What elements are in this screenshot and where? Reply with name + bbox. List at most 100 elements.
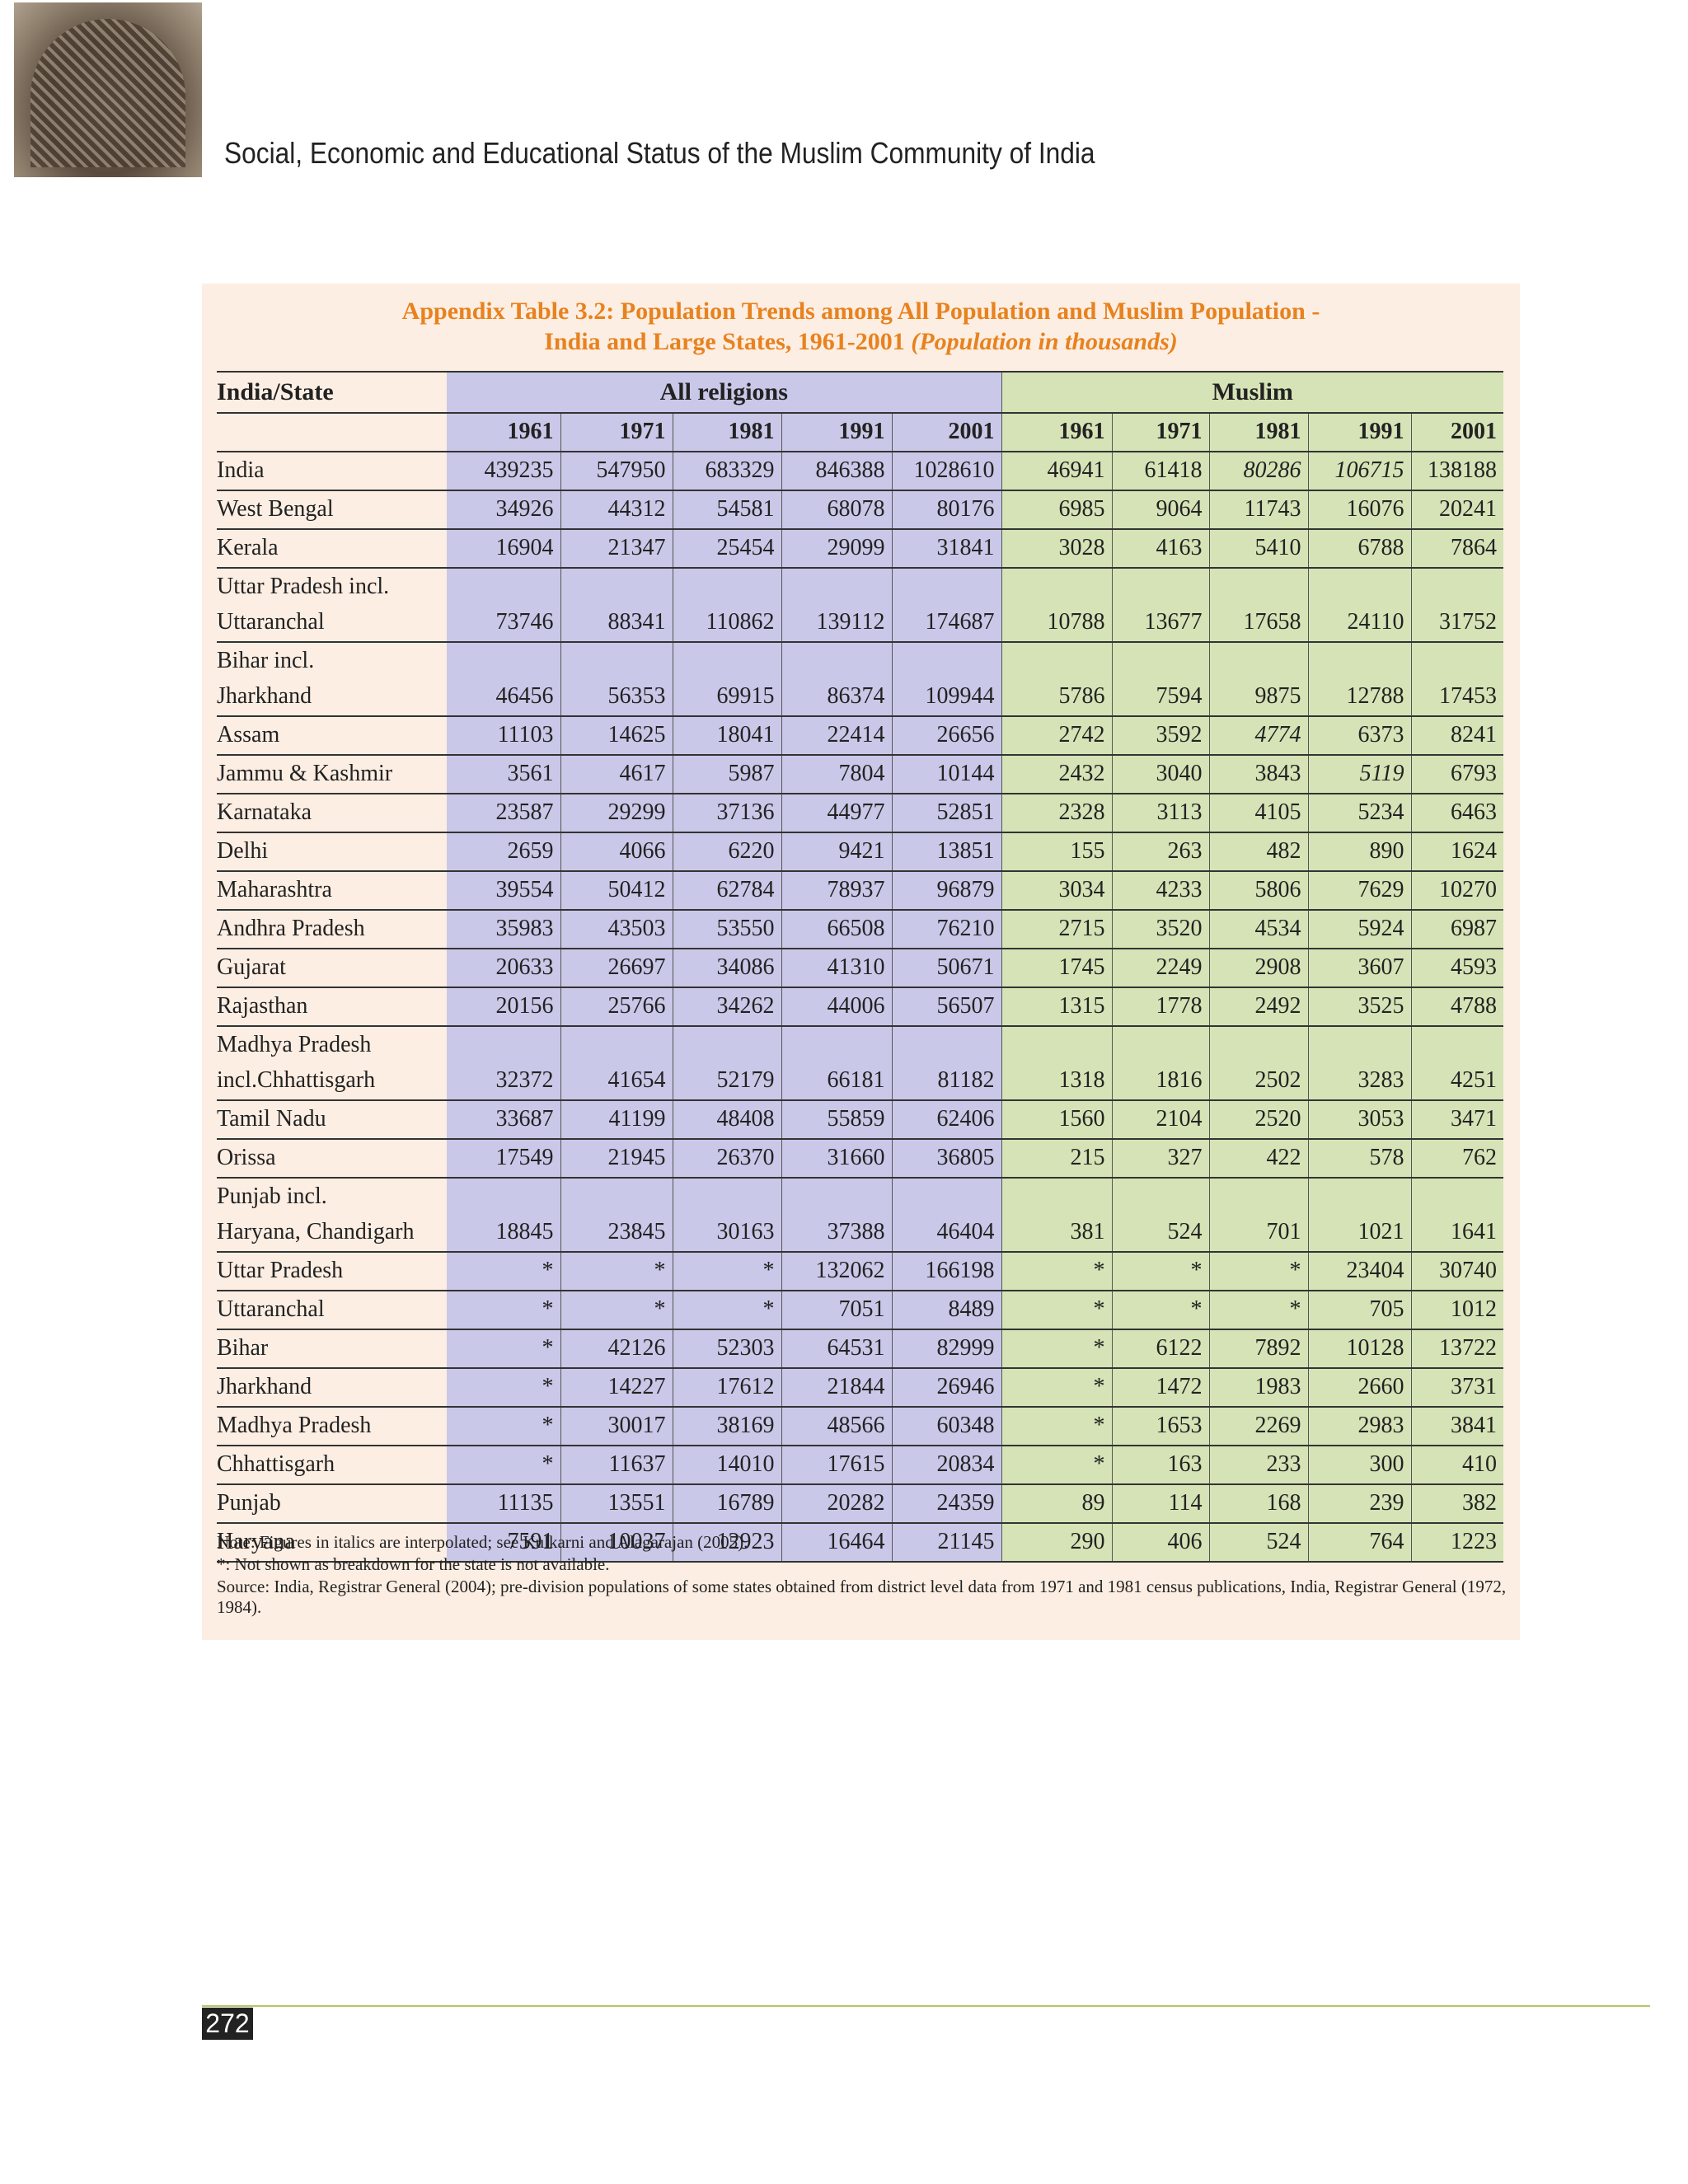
value-cell: 174687 — [892, 568, 1002, 643]
value-cell: 86374 — [781, 642, 893, 717]
data-row: Orissa 17549 21945 26370 31660 36805 215 327 422… — [217, 1139, 1503, 1179]
state-line: Uttar Pradesh incl. — [217, 574, 390, 599]
value-cell: 50671 — [892, 949, 1002, 988]
value-cell: 890 — [1308, 832, 1412, 872]
note: Source: India, Registrar General (2004);… — [217, 1577, 1507, 1617]
state-line: Karnataka — [217, 799, 312, 825]
value-cell: 846388 — [781, 452, 893, 491]
value-cell: 34926 — [447, 490, 561, 530]
state-line: Uttaranchal — [217, 1296, 325, 1322]
value-cell: 32372 — [447, 1026, 561, 1101]
value-cell: 64531 — [781, 1329, 893, 1369]
value-cell: 44977 — [781, 794, 893, 833]
value-cell: 6793 — [1411, 755, 1503, 794]
value-cell: 13551 — [560, 1484, 673, 1524]
value-cell: 5924 — [1308, 910, 1412, 949]
value-cell: 2660 — [1308, 1368, 1412, 1408]
state-line: Punjab incl. — [217, 1183, 327, 1209]
state-name: Rajasthan — [217, 987, 447, 1027]
value-cell: 382 — [1411, 1484, 1503, 1524]
state-name: Punjab incl. Haryana, Chandigarh — [217, 1178, 447, 1253]
state-header: India/State — [217, 371, 447, 414]
value-cell: 23587 — [447, 794, 561, 833]
value-cell: 2269 — [1209, 1407, 1309, 1446]
data-row: Jammu & Kashmir 3561 4617 5987 7804 10144 2432… — [217, 755, 1503, 794]
value-cell: * — [1001, 1368, 1113, 1408]
value-cell: * — [1001, 1291, 1113, 1330]
value-cell: 239 — [1308, 1484, 1412, 1524]
value-cell: 14227 — [560, 1368, 673, 1408]
value-cell: * — [673, 1291, 782, 1330]
value-cell: 2520 — [1209, 1100, 1309, 1140]
year-header: 1961 — [1001, 413, 1113, 452]
value-cell: 6463 — [1411, 794, 1503, 833]
state-name: Madhya Pradesh — [217, 1407, 447, 1446]
value-cell: 68078 — [781, 490, 893, 530]
value-cell: 14625 — [560, 716, 673, 756]
value-cell: 56353 — [560, 642, 673, 717]
year-header: 2001 — [892, 413, 1002, 452]
value-cell: 701 — [1209, 1178, 1309, 1253]
value-cell: 30740 — [1411, 1252, 1503, 1291]
value-cell: 5806 — [1209, 871, 1309, 911]
value-cell: 50412 — [560, 871, 673, 911]
state-name: Gujarat — [217, 949, 447, 988]
value-cell: 20241 — [1411, 490, 1503, 530]
value-cell: 5119 — [1308, 755, 1412, 794]
value-cell: 13722 — [1411, 1329, 1503, 1369]
value-cell: 29299 — [560, 794, 673, 833]
value-cell: 300 — [1308, 1446, 1412, 1485]
state-line: Jharkhand — [217, 1374, 312, 1399]
state-name: Orissa — [217, 1139, 447, 1179]
value-cell: 46456 — [447, 642, 561, 717]
value-cell: 8489 — [892, 1291, 1002, 1330]
value-cell: 25454 — [673, 529, 782, 569]
state-name: Uttar Pradesh — [217, 1252, 447, 1291]
value-cell: 4066 — [560, 832, 673, 872]
value-cell: 43503 — [560, 910, 673, 949]
value-cell: 52851 — [892, 794, 1002, 833]
data-row: Uttar Pradesh incl. Uttaranchal 73746 88341… — [217, 568, 1503, 643]
value-cell: 26697 — [560, 949, 673, 988]
state-line: Assam — [217, 722, 280, 748]
value-cell: 21945 — [560, 1139, 673, 1179]
value-cell: 106715 — [1308, 452, 1412, 491]
value-cell: 14010 — [673, 1446, 782, 1485]
value-cell: * — [1112, 1252, 1210, 1291]
state-line: Uttaranchal — [217, 609, 325, 635]
value-cell: 13851 — [892, 832, 1002, 872]
value-cell: 62406 — [892, 1100, 1002, 1140]
year-header: 1971 — [1112, 413, 1210, 452]
state-line: India — [217, 457, 265, 483]
state-name: Madhya Pradesh incl.Chhattisgarh — [217, 1026, 447, 1101]
value-cell: 31660 — [781, 1139, 893, 1179]
value-cell: 3843 — [1209, 755, 1309, 794]
state-name: Jharkhand — [217, 1368, 447, 1408]
value-cell: 16464 — [781, 1523, 893, 1563]
value-cell: 2104 — [1112, 1100, 1210, 1140]
state-line: Madhya Pradesh — [217, 1413, 372, 1438]
value-cell: 12788 — [1308, 642, 1412, 717]
value-cell: 24359 — [892, 1484, 1002, 1524]
data-row: Chhattisgarh * 11637 14010 17615 20834 * 163 233… — [217, 1446, 1503, 1485]
data-row: Andhra Pradesh 35983 43503 53550 66508 76210 2… — [217, 910, 1503, 949]
state-name: Karnataka — [217, 794, 447, 833]
value-cell: 6220 — [673, 832, 782, 872]
value-cell: 24110 — [1308, 568, 1412, 643]
value-cell: 139112 — [781, 568, 893, 643]
state-name: Maharashtra — [217, 871, 447, 911]
value-cell: 44312 — [560, 490, 673, 530]
value-cell: 1560 — [1001, 1100, 1113, 1140]
value-cell: 62784 — [673, 871, 782, 911]
value-cell: 10144 — [892, 755, 1002, 794]
data-row: Karnataka 23587 29299 37136 44977 52851 2328 31… — [217, 794, 1503, 833]
value-cell: 26946 — [892, 1368, 1002, 1408]
value-cell: 23845 — [560, 1178, 673, 1253]
data-row: Bihar * 42126 52303 64531 82999 * 6122 7892 10128… — [217, 1329, 1503, 1369]
value-cell: 9421 — [781, 832, 893, 872]
value-cell: 55859 — [781, 1100, 893, 1140]
header-title: Social, Economic and Educational Status … — [224, 136, 1095, 170]
value-cell: 163 — [1112, 1446, 1210, 1485]
value-cell: 82999 — [892, 1329, 1002, 1369]
value-cell: 4534 — [1209, 910, 1309, 949]
